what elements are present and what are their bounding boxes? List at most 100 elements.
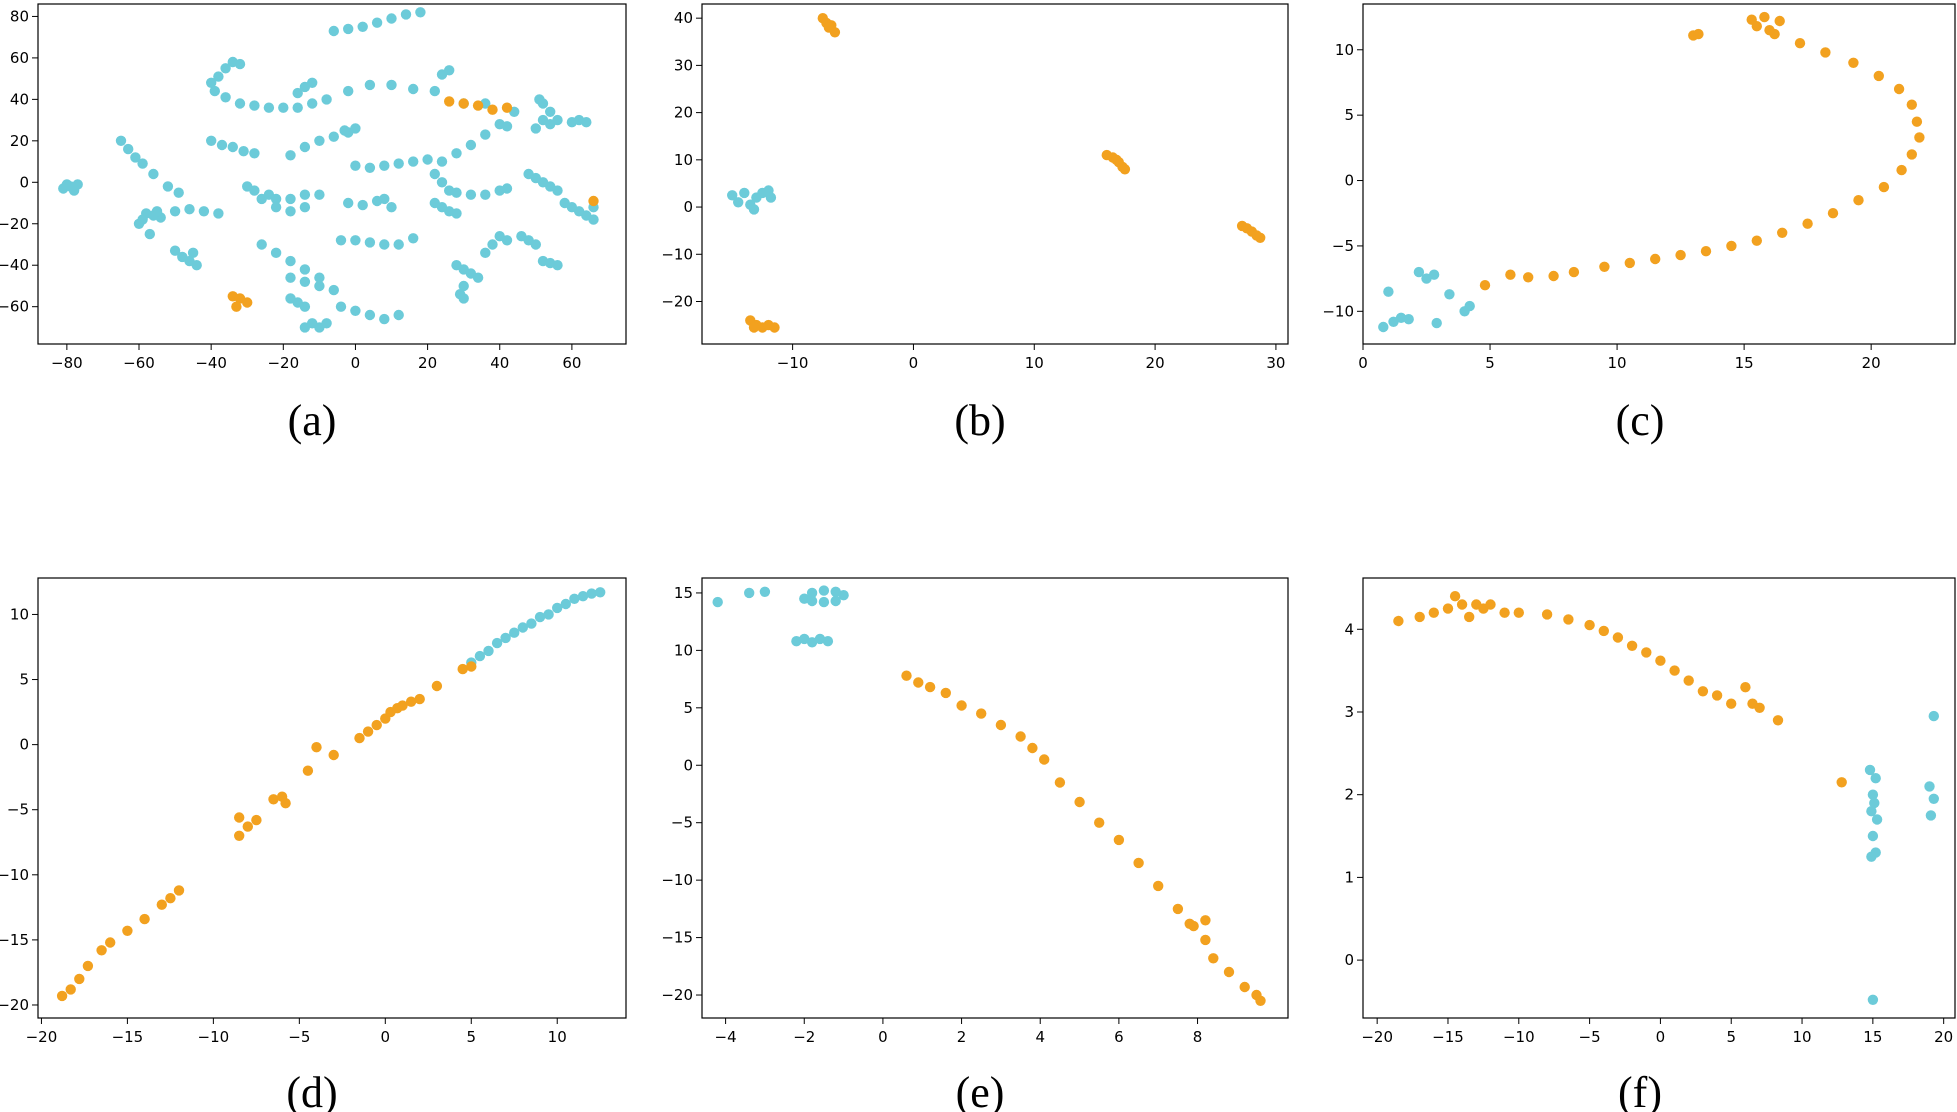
data-point: [1794, 38, 1806, 49]
data-point: [458, 98, 469, 109]
data-point: [1827, 208, 1839, 219]
x-tick-label: −5: [288, 1028, 310, 1046]
data-point: [314, 280, 325, 292]
data-point: [405, 696, 417, 707]
y-tick-label: 30: [674, 56, 693, 74]
y-tick-label: 2: [1344, 786, 1354, 804]
data-point: [115, 135, 127, 146]
data-point: [123, 143, 134, 155]
data-point: [1711, 690, 1723, 701]
data-point: [1700, 246, 1712, 257]
data-point: [292, 87, 303, 99]
x-tick-label: 5: [466, 1028, 476, 1046]
x-tick-label: −4: [715, 1028, 737, 1046]
data-point: [595, 587, 606, 598]
panel-caption: (a): [288, 396, 337, 445]
data-point: [302, 765, 314, 776]
y-tick-label: 5: [1344, 106, 1354, 124]
data-point: [1485, 599, 1496, 610]
data-point: [137, 158, 148, 169]
data-point: [940, 687, 951, 699]
data-point: [1867, 994, 1879, 1005]
x-tick-label: 0: [1358, 354, 1368, 372]
chart-panel-a: −80 −60 −40 −20 0 20 40 60 −60 −40 −20 0 20 40 60 80 (a): [0, 3, 627, 445]
data-point: [822, 636, 834, 647]
data-point: [1015, 731, 1026, 742]
data-point: [1403, 314, 1414, 325]
x-tick-label: 15: [1735, 354, 1754, 372]
y-tick-label: 10: [674, 151, 693, 169]
data-point: [234, 58, 246, 70]
data-point: [371, 719, 382, 731]
data-point: [552, 602, 563, 614]
data-point: [379, 160, 390, 171]
y-tick-label: 40: [10, 90, 29, 108]
x-tick-label: 0: [878, 1028, 888, 1046]
data-point: [1871, 814, 1883, 825]
data-point: [818, 585, 830, 596]
data-point: [65, 984, 76, 995]
data-point: [328, 25, 339, 37]
data-point: [350, 305, 361, 316]
data-point: [1094, 817, 1105, 828]
data-point: [483, 645, 494, 657]
x-tick-label: 0: [909, 354, 919, 372]
data-point: [56, 990, 68, 1002]
x-tick-label: 0: [381, 1028, 391, 1046]
panel-caption: (c): [1616, 396, 1665, 445]
data-point: [1697, 686, 1709, 697]
y-tick-label: 10: [674, 641, 693, 659]
data-point: [500, 632, 511, 644]
y-tick-label: 0: [19, 736, 29, 754]
data-point: [165, 893, 176, 904]
data-point: [209, 85, 220, 97]
plot-frame: [701, 577, 1289, 1019]
data-point: [184, 204, 195, 215]
data-point: [357, 21, 368, 32]
data-point: [1866, 806, 1877, 817]
y-tick-label: 15: [674, 584, 693, 602]
data-point: [299, 322, 311, 333]
data-point: [1133, 857, 1144, 869]
x-tick-label: −15: [1432, 1028, 1464, 1046]
data-point: [1925, 810, 1937, 821]
data-point: [285, 150, 296, 161]
data-point: [328, 749, 339, 761]
data-point: [285, 272, 296, 283]
data-point: [1774, 15, 1785, 27]
data-point: [238, 146, 249, 157]
data-point: [806, 637, 818, 648]
data-point: [1223, 966, 1235, 978]
data-point: [234, 812, 245, 823]
data-point: [1208, 953, 1219, 964]
data-point: [444, 96, 455, 107]
data-point: [292, 102, 303, 113]
data-point: [191, 260, 202, 271]
data-point: [444, 65, 455, 76]
data-point: [1896, 164, 1907, 176]
x-tick-label: −5: [1579, 1028, 1601, 1046]
data-point: [362, 726, 374, 737]
data-point: [1612, 632, 1624, 643]
x-tick-label: −20: [26, 1028, 58, 1046]
data-point: [314, 135, 325, 146]
data-point: [1548, 270, 1559, 282]
data-point: [1683, 675, 1694, 686]
y-tick-label: 10: [1335, 41, 1354, 59]
y-tick-label: −20: [0, 996, 29, 1014]
data-point: [1675, 249, 1686, 261]
data-point: [354, 732, 365, 744]
data-point: [1431, 317, 1442, 329]
data-point: [588, 195, 599, 207]
data-point: [408, 156, 419, 167]
data-point: [1726, 698, 1737, 709]
data-point: [1111, 154, 1122, 165]
plot-frame: [1362, 3, 1956, 345]
y-tick-label: 0: [1344, 951, 1354, 969]
data-point: [501, 235, 513, 246]
data-point: [251, 814, 262, 826]
data-point: [1928, 793, 1940, 804]
data-point: [216, 139, 228, 151]
panel-caption: (f): [1618, 1068, 1662, 1112]
